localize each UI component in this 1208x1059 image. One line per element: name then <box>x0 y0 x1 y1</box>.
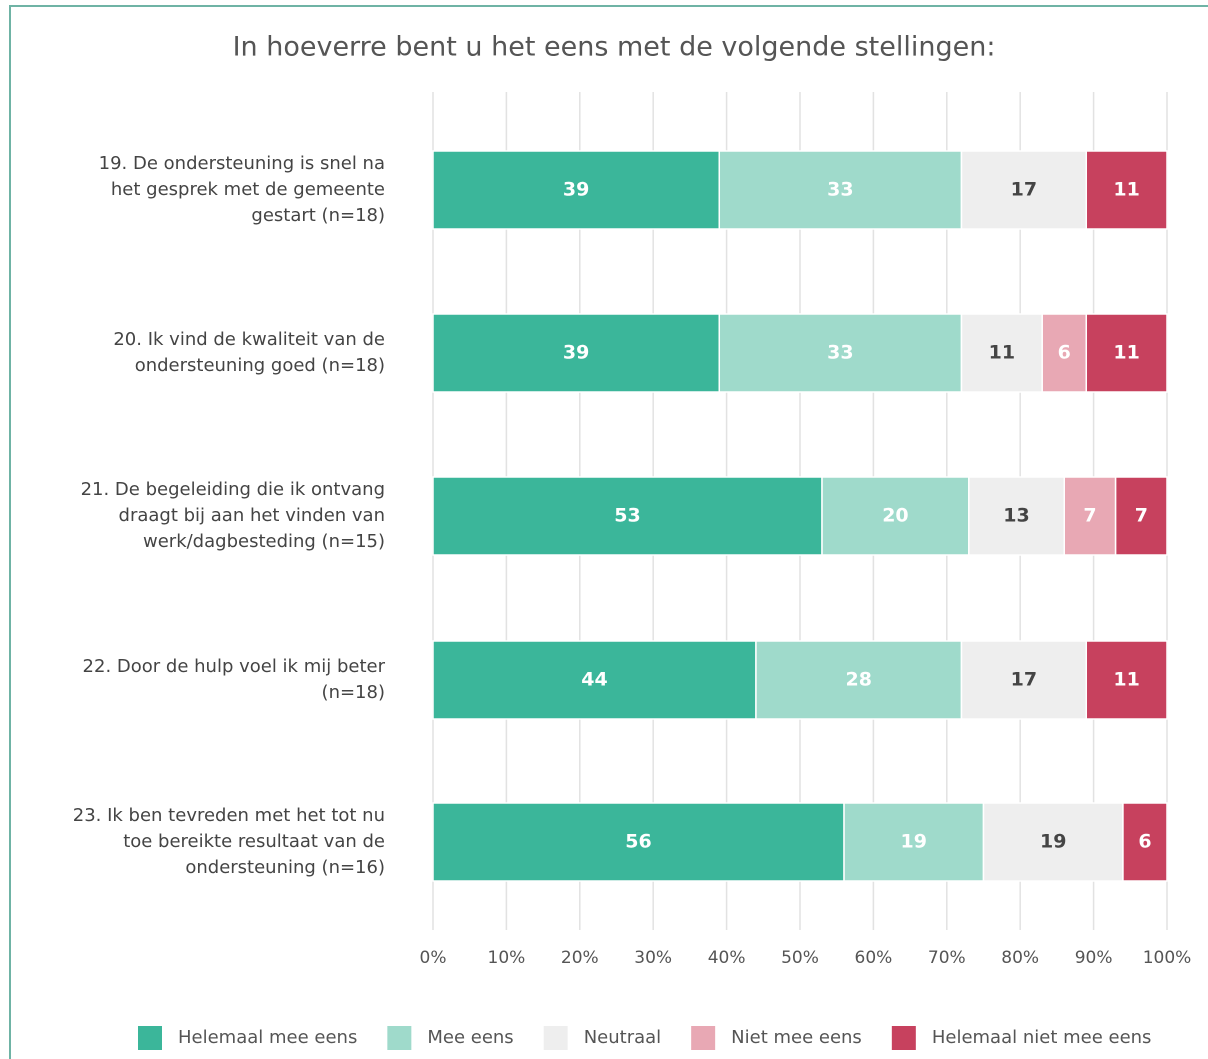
legend-label: Niet mee eens <box>731 1027 862 1048</box>
category-label: 23. Ik ben tevreden met het tot nu toe b… <box>72 805 385 878</box>
data-label: 53 <box>614 505 640 527</box>
legend-swatch <box>691 1026 716 1050</box>
legend-swatch <box>138 1026 162 1050</box>
x-tick-label: 0% <box>420 948 447 968</box>
bar-segment <box>821 476 970 556</box>
x-tick-label: 40% <box>708 948 746 968</box>
legend-swatch <box>387 1026 412 1050</box>
x-tick-label: 100% <box>1143 948 1192 968</box>
x-tick-label: 70% <box>928 948 966 968</box>
data-label: 17 <box>1011 179 1037 201</box>
data-label: 7 <box>1083 505 1096 527</box>
data-label: 44 <box>581 669 607 691</box>
bar-segment <box>1085 640 1168 720</box>
x-tick-label: 90% <box>1075 948 1113 968</box>
bar-segment <box>718 313 963 393</box>
bar-segment <box>1114 476 1168 556</box>
bar-segment <box>432 802 845 882</box>
bar-segment <box>1122 802 1168 882</box>
legend-swatch <box>543 1026 568 1050</box>
data-label: 11 <box>1113 179 1139 201</box>
bar-segment <box>1085 150 1168 230</box>
bar-segment <box>432 640 757 720</box>
data-label: 20 <box>882 505 908 527</box>
legend-label: Mee eens <box>427 1027 513 1048</box>
legend-swatch <box>891 1026 916 1050</box>
data-label: 11 <box>1113 342 1139 364</box>
data-label: 33 <box>827 342 853 364</box>
x-tick-label: 60% <box>855 948 893 968</box>
bar-segment <box>968 476 1065 556</box>
category-label: 20. Ik vind de kwaliteit van de onderste… <box>113 329 385 376</box>
bar-segment <box>432 476 823 556</box>
data-label: 39 <box>563 342 589 364</box>
legend-label: Helemaal niet mee eens <box>932 1027 1152 1048</box>
bar-segment <box>1041 313 1088 393</box>
bar-segment <box>843 802 985 882</box>
data-label: 6 <box>1138 831 1151 853</box>
x-tick-label: 30% <box>634 948 672 968</box>
x-tick-label: 80% <box>1001 948 1039 968</box>
data-label: 11 <box>989 342 1015 364</box>
bar-segment <box>960 150 1088 230</box>
x-tick-label: 50% <box>781 948 819 968</box>
chart-title: In hoeverre bent u het eens met de volge… <box>233 32 996 63</box>
data-label: 33 <box>827 179 853 201</box>
x-tick-label: 20% <box>561 948 599 968</box>
bar-segment <box>432 313 721 393</box>
data-label: 19 <box>901 831 927 853</box>
x-tick-label: 10% <box>488 948 526 968</box>
bar-segment <box>755 640 963 720</box>
data-label: 56 <box>625 831 651 853</box>
category-label: 22. Door de hulp voel ik mij beter (n=18… <box>82 656 385 703</box>
data-label: 7 <box>1135 505 1148 527</box>
legend-label: Helemaal mee eens <box>178 1027 357 1048</box>
bar-segment <box>1085 313 1168 393</box>
bar-segment <box>718 150 963 230</box>
data-label: 11 <box>1113 669 1139 691</box>
category-label: 21. De begeleiding die ik ontvang draagt… <box>80 479 385 552</box>
data-label: 19 <box>1040 831 1066 853</box>
data-label: 13 <box>1003 505 1029 527</box>
data-label: 28 <box>845 669 871 691</box>
data-label: 6 <box>1058 342 1071 364</box>
frame <box>9 5 1208 1059</box>
category-label: 19. De ondersteuning is snel na het gesp… <box>98 153 385 226</box>
data-label: 39 <box>563 179 589 201</box>
data-label: 17 <box>1011 669 1037 691</box>
legend-label: Neutraal <box>584 1027 661 1048</box>
